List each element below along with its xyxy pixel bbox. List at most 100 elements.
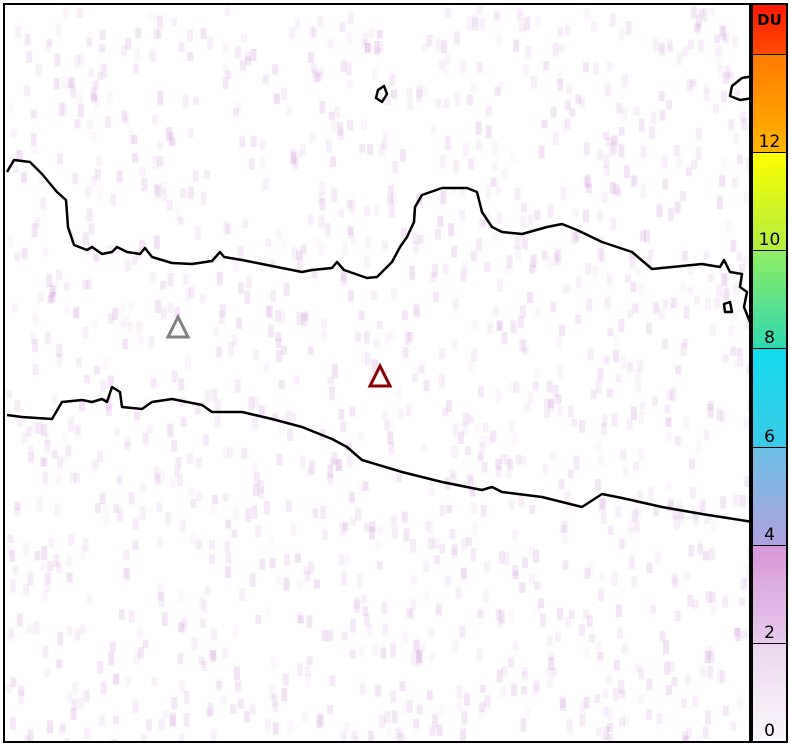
so2-pixel	[725, 219, 732, 234]
so2-pixel	[318, 68, 325, 77]
so2-pixel	[512, 565, 519, 576]
so2-pixel	[363, 206, 370, 216]
so2-pixel	[520, 339, 527, 353]
so2-pixel	[476, 6, 483, 15]
colorbar-tick-label: 8	[764, 328, 775, 349]
so2-pixel	[413, 241, 420, 254]
so2-pixel	[532, 381, 539, 392]
so2-pixel	[329, 675, 336, 687]
so2-pixel	[686, 78, 693, 92]
so2-pixel	[426, 34, 433, 47]
so2-pixel	[78, 53, 85, 66]
so2-pixel	[96, 71, 103, 80]
so2-pixel	[619, 689, 626, 699]
so2-pixel	[634, 267, 641, 276]
so2-pixel	[490, 430, 497, 443]
so2-pixel	[599, 572, 606, 581]
so2-pixel	[692, 696, 699, 707]
so2-pixel	[559, 696, 566, 708]
so2-pixel	[391, 526, 398, 540]
so2-pixel	[619, 717, 626, 728]
so2-pixel	[140, 734, 147, 741]
so2-pixel	[472, 523, 479, 536]
so2-pixel	[111, 738, 118, 741]
so2-pixel	[476, 237, 483, 251]
so2-pixel	[618, 143, 625, 158]
colorbar-tick	[753, 250, 786, 252]
so2-pixel	[744, 476, 749, 488]
so2-pixel	[66, 554, 73, 566]
so2-pixel	[674, 611, 681, 622]
so2-pixel	[703, 83, 710, 94]
so2-pixel	[630, 406, 637, 420]
so2-pixel	[321, 629, 328, 642]
so2-pixel	[283, 282, 290, 297]
so2-pixel	[504, 264, 511, 274]
so2-pixel	[745, 157, 749, 170]
so2-pixel	[338, 553, 345, 566]
so2-pixel	[259, 558, 266, 570]
so2-pixel	[534, 367, 541, 379]
so2-pixel	[90, 132, 97, 142]
so2-pixel	[696, 439, 703, 453]
so2-pixel	[181, 617, 188, 628]
so2-pixel	[472, 17, 479, 31]
so2-pixel	[244, 51, 251, 61]
so2-pixel	[738, 597, 745, 607]
so2-pixel	[37, 176, 44, 186]
so2-pixel	[176, 474, 183, 487]
so2-pixel	[14, 507, 21, 516]
so2-pixel	[709, 323, 716, 336]
so2-pixel	[222, 64, 229, 75]
so2-pixel	[364, 522, 371, 532]
so2-pixel	[242, 219, 249, 228]
so2-pixel	[509, 153, 516, 162]
so2-pixel	[731, 176, 738, 188]
so2-pixel	[359, 683, 366, 695]
so2-pixel	[156, 502, 163, 513]
so2-pixel	[225, 519, 232, 529]
so2-pixel	[682, 731, 689, 741]
so2-pixel	[451, 473, 458, 485]
so2-pixel	[637, 693, 644, 705]
so2-pixel	[524, 707, 531, 717]
so2-pixel	[222, 77, 229, 89]
so2-pixel	[668, 498, 675, 511]
so2-pixel	[40, 197, 47, 210]
so2-pixel	[367, 730, 374, 741]
so2-pixel	[273, 92, 280, 101]
so2-pixel	[137, 628, 144, 640]
so2-pixel	[575, 276, 582, 289]
so2-pixel	[583, 175, 590, 188]
so2-pixel	[371, 68, 378, 80]
so2-pixel	[376, 320, 383, 330]
so2-pixel	[158, 469, 165, 482]
so2-pixel	[109, 641, 116, 652]
so2-pixel	[188, 286, 195, 299]
so2-pixel	[504, 454, 511, 467]
so2-pixel	[135, 27, 142, 38]
so2-pixel	[53, 553, 60, 568]
so2-pixel	[47, 295, 54, 304]
so2-pixel	[556, 607, 563, 621]
colorbar-tick	[753, 642, 786, 644]
so2-pixel	[406, 87, 413, 99]
so2-pixel	[255, 614, 262, 624]
so2-pixel	[666, 390, 673, 401]
so2-pixel	[587, 563, 594, 577]
so2-pixel	[428, 537, 435, 550]
so2-pixel	[398, 733, 405, 741]
so2-pixel	[201, 600, 208, 614]
so2-pixel	[75, 357, 82, 367]
so2-pixel	[225, 565, 232, 579]
so2-pixel	[613, 184, 620, 195]
so2-pixel	[439, 348, 446, 359]
east-island-coastline	[728, 75, 749, 102]
so2-pixel	[157, 90, 164, 105]
so2-pixel	[736, 348, 743, 357]
so2-pixel	[178, 377, 185, 391]
so2-pixel	[258, 480, 265, 494]
so2-pixel	[128, 300, 135, 311]
so2-pixel	[97, 185, 104, 200]
so2-pixel	[445, 575, 452, 586]
